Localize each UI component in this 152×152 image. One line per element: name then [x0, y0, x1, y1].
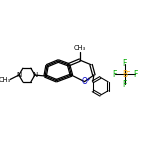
Text: F: F [123, 59, 127, 68]
Text: CH₃: CH₃ [0, 77, 11, 83]
Text: N: N [16, 72, 22, 78]
Text: F: F [133, 70, 137, 79]
Text: B: B [122, 70, 127, 79]
Text: −: − [126, 68, 130, 73]
Text: N: N [32, 72, 37, 78]
Text: +: + [85, 77, 90, 82]
Text: F: F [112, 70, 117, 79]
Text: O: O [82, 77, 87, 86]
Text: F: F [123, 80, 127, 89]
Text: CH₃: CH₃ [74, 45, 86, 51]
